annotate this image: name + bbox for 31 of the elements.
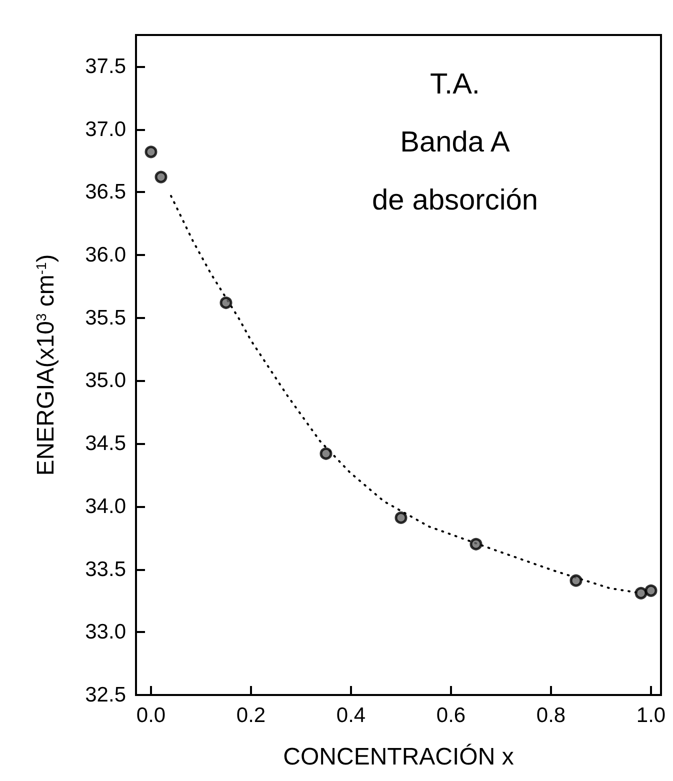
y-tick-label: 33.0 xyxy=(85,620,126,644)
x-tick-label: 0.6 xyxy=(436,704,466,727)
point xyxy=(394,511,408,524)
y-tick-label: 34.5 xyxy=(85,432,126,456)
x-tick-label: 0.8 xyxy=(536,704,566,727)
y-tick-label: 34.0 xyxy=(85,494,126,518)
y-tick-label: 37.0 xyxy=(85,118,126,141)
point xyxy=(144,146,158,158)
y-axis-title: ENERGIA(x103 cm-1) xyxy=(32,254,60,476)
x-axis-title: CONCENTRACIÓN x xyxy=(283,744,514,770)
point xyxy=(320,447,332,460)
y-tick-label: 36.5 xyxy=(85,180,126,204)
annotation: Banda A xyxy=(400,126,510,158)
y-tick-label: 35.0 xyxy=(85,369,126,392)
y-tick-label: 33.5 xyxy=(85,558,126,581)
x-tick-label: 1.0 xyxy=(636,704,666,727)
y-tick-label: 32.5 xyxy=(85,684,126,706)
point xyxy=(644,584,658,597)
point xyxy=(470,538,482,550)
y-tick-label: 36.0 xyxy=(85,244,126,266)
x-tick-label: 0.0 xyxy=(136,704,166,727)
point xyxy=(220,296,232,310)
y-tick-label: 35.5 xyxy=(85,306,126,330)
point xyxy=(634,586,648,600)
point xyxy=(154,170,168,184)
x-tick-label: 0.2 xyxy=(236,704,266,727)
y-tick-label: 37.5 xyxy=(85,54,126,78)
annotation: T.A. xyxy=(430,68,480,100)
annotation: de absorción xyxy=(372,184,538,216)
x-tick-label: 0.4 xyxy=(336,704,366,727)
point xyxy=(570,574,582,587)
